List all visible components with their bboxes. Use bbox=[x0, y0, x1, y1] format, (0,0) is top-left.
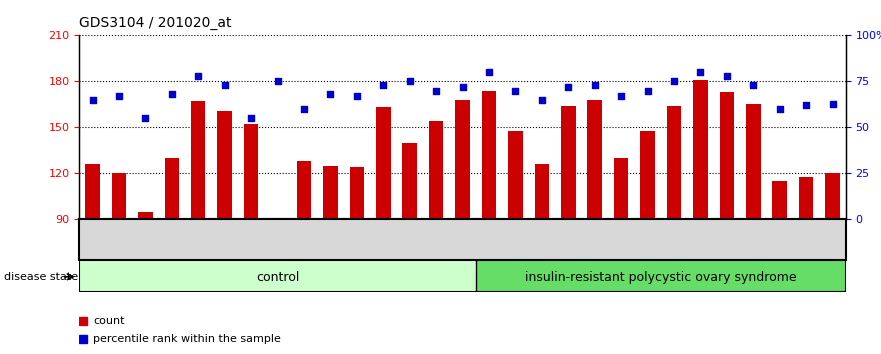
Bar bbox=[720, 92, 734, 219]
Bar bbox=[746, 104, 760, 219]
Bar bbox=[614, 158, 628, 219]
Point bbox=[588, 82, 602, 88]
Point bbox=[561, 84, 575, 90]
Text: insulin-resistant polycystic ovary syndrome: insulin-resistant polycystic ovary syndr… bbox=[525, 271, 796, 284]
Point bbox=[693, 69, 707, 75]
Bar bbox=[350, 167, 364, 219]
Bar bbox=[191, 101, 205, 219]
Bar bbox=[138, 212, 152, 219]
Point bbox=[297, 106, 311, 112]
Bar bbox=[588, 100, 602, 219]
Point bbox=[165, 91, 179, 97]
Bar bbox=[482, 91, 496, 219]
Point bbox=[138, 115, 152, 121]
Text: control: control bbox=[255, 271, 300, 284]
Bar bbox=[508, 131, 522, 219]
Bar bbox=[218, 110, 232, 219]
Point bbox=[667, 79, 681, 84]
Point bbox=[825, 101, 840, 106]
Bar bbox=[165, 158, 179, 219]
Text: GDS3104 / 201020_at: GDS3104 / 201020_at bbox=[79, 16, 232, 30]
Point bbox=[429, 88, 443, 93]
Point bbox=[455, 84, 470, 90]
Bar bbox=[376, 108, 390, 219]
Bar bbox=[85, 164, 100, 219]
Text: count: count bbox=[93, 316, 124, 326]
Point bbox=[773, 106, 787, 112]
Point bbox=[508, 88, 522, 93]
Bar bbox=[323, 166, 337, 219]
Point bbox=[640, 88, 655, 93]
Point bbox=[350, 93, 364, 99]
Point bbox=[323, 91, 337, 97]
Bar bbox=[825, 173, 840, 219]
Point bbox=[482, 69, 496, 75]
Point bbox=[799, 103, 813, 108]
Bar bbox=[561, 106, 575, 219]
Bar bbox=[799, 177, 813, 219]
Bar bbox=[244, 124, 258, 219]
Bar bbox=[535, 164, 549, 219]
Bar bbox=[79, 260, 476, 292]
Bar bbox=[693, 80, 707, 219]
Bar bbox=[403, 143, 417, 219]
Point bbox=[270, 79, 285, 84]
Bar bbox=[476, 260, 846, 292]
Point bbox=[218, 82, 232, 88]
Point bbox=[244, 115, 258, 121]
Point bbox=[403, 79, 417, 84]
Bar bbox=[112, 173, 126, 219]
Text: disease state: disease state bbox=[4, 272, 78, 282]
Point bbox=[614, 93, 628, 99]
Bar bbox=[667, 106, 681, 219]
Point bbox=[746, 82, 760, 88]
Point bbox=[112, 93, 126, 99]
Point bbox=[376, 82, 390, 88]
Point bbox=[720, 73, 734, 79]
Text: percentile rank within the sample: percentile rank within the sample bbox=[93, 334, 281, 344]
Bar bbox=[640, 131, 655, 219]
Point bbox=[191, 73, 205, 79]
Bar bbox=[270, 218, 285, 219]
Bar bbox=[429, 121, 443, 219]
Bar bbox=[297, 161, 311, 219]
Bar bbox=[455, 100, 470, 219]
Point bbox=[85, 97, 100, 103]
Point bbox=[535, 97, 549, 103]
Bar bbox=[773, 181, 787, 219]
